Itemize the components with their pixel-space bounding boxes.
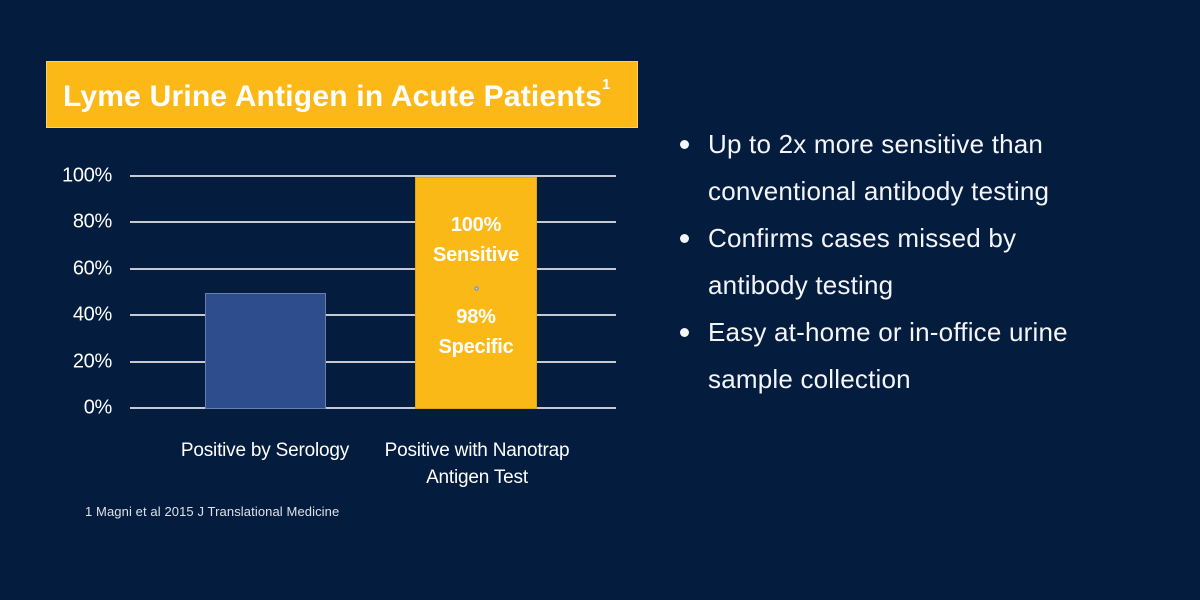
x-category-label-line: Positive with Nanotrap — [384, 440, 570, 461]
gridline — [130, 314, 616, 317]
specificity-value-label: 98% — [456, 306, 496, 328]
sensitivity-value-label: 100% — [450, 214, 502, 236]
x-category-label-serology: Positive by Serology — [145, 437, 385, 464]
y-axis: 100% 80% 60% 40% 20% 0% — [40, 165, 112, 419]
bullet-item-confirms-cases: Confirms cases missed by antibody testin… — [680, 215, 1170, 309]
y-tick-40: 40% — [72, 303, 112, 326]
page-title-superscript: 1 — [601, 75, 611, 93]
title-banner: Lyme Urine Antigen in Acute Patients1 — [46, 61, 638, 128]
bullet-line: conventional antibody testing — [708, 176, 1050, 206]
sensitivity-word-label: Sensitive — [432, 244, 520, 266]
y-tick-80: 80% — [72, 210, 112, 233]
bullet-item-sample-collection: Easy at-home or in-office urine sample c… — [680, 309, 1170, 403]
bullet-line: Up to 2x more sensitive than — [708, 129, 1044, 159]
bar-positive-by-serology — [205, 293, 326, 409]
y-tick-100: 100% — [62, 164, 112, 187]
bullet-line: Easy at-home or in-office urine — [708, 317, 1068, 347]
x-category-label-line: Positive by Serology — [180, 440, 350, 461]
bar-positive-with-nanotrap: 100% Sensitive 98% Specific — [415, 177, 537, 409]
bullet-line: Confirms cases missed by — [708, 223, 1017, 253]
gridline — [130, 267, 616, 270]
page-title: Lyme Urine Antigen in Acute Patients1 — [63, 76, 611, 114]
bullet-line: sample collection — [708, 364, 911, 394]
x-category-label-nanotrap: Positive with Nanotrap Antigen Test — [357, 437, 597, 491]
bar-chart-plot-area: 100% Sensitive 98% Specific — [130, 175, 616, 409]
bullet-line: antibody testing — [708, 270, 894, 300]
specificity-word-label: Specific — [438, 336, 514, 358]
y-tick-60: 60% — [72, 257, 112, 280]
gridline — [130, 407, 616, 409]
bullet-item-sensitivity: Up to 2x more sensitive than conventiona… — [680, 121, 1170, 215]
dot-separator-icon — [473, 286, 479, 291]
benefit-bullet-list: Up to 2x more sensitive than conventiona… — [680, 121, 1170, 403]
citation-footnote: 1 Magni et al 2015 J Translational Medic… — [85, 504, 340, 519]
y-tick-20: 20% — [72, 350, 112, 373]
x-category-label-line: Antigen Test — [426, 467, 528, 488]
y-tick-0: 0% — [83, 396, 113, 419]
page-title-text: Lyme Urine Antigen in Acute Patients — [63, 79, 602, 113]
gridline — [130, 360, 616, 363]
bar-annotation-group: 100% Sensitive 98% Specific — [416, 178, 536, 362]
gridline — [130, 175, 616, 177]
gridline — [130, 221, 616, 224]
